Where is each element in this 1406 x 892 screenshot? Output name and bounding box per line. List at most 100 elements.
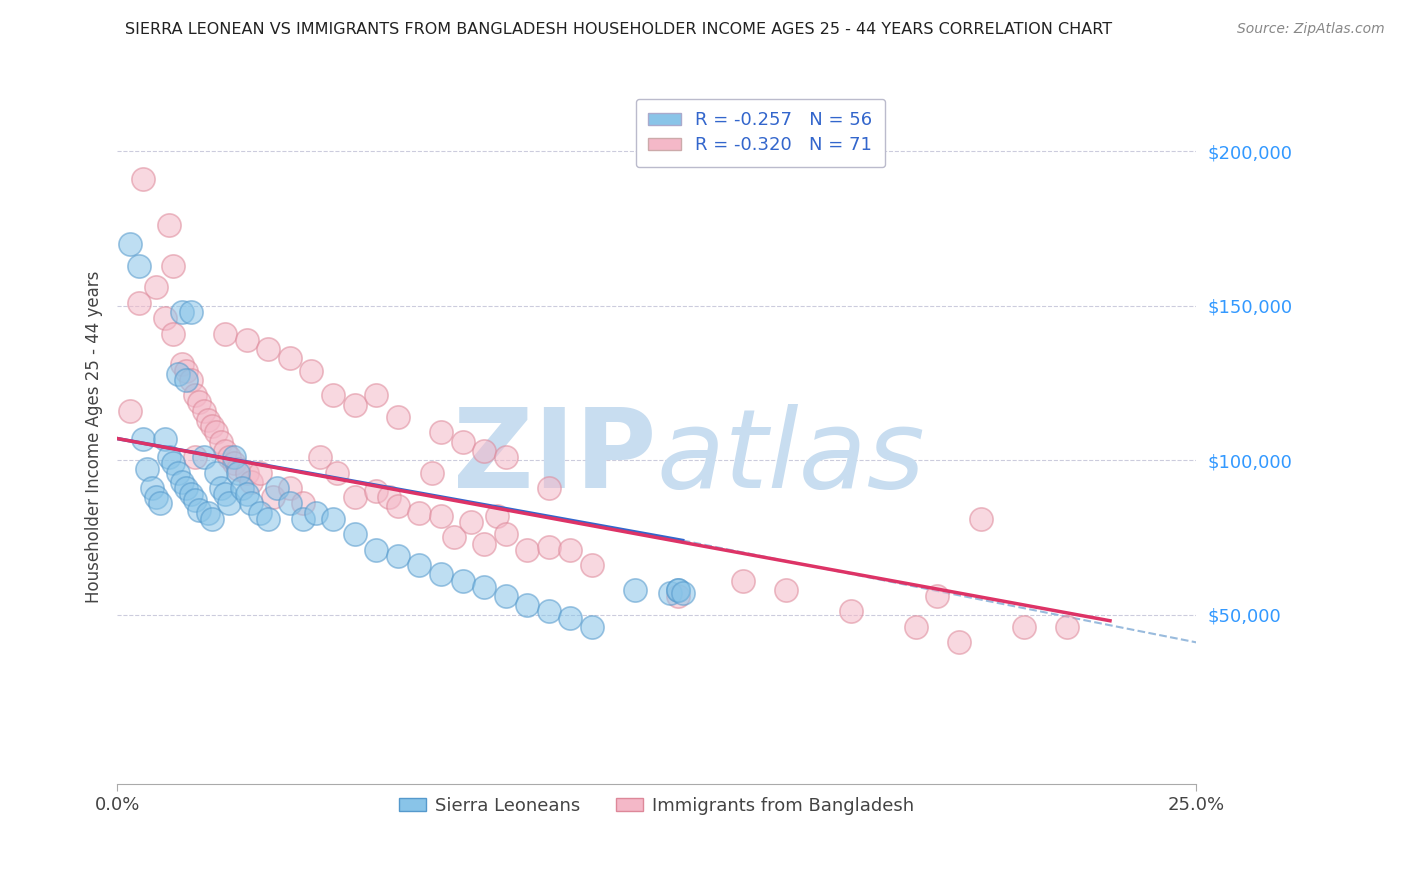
Point	[343, 490, 366, 504]
Point	[658, 586, 681, 600]
Point	[184, 493, 207, 508]
Point	[322, 512, 344, 526]
Point	[235, 487, 257, 501]
Point	[128, 295, 150, 310]
Point	[214, 326, 236, 341]
Point	[666, 589, 689, 603]
Point	[170, 305, 193, 319]
Point	[205, 425, 228, 440]
Point	[1012, 620, 1035, 634]
Point	[560, 610, 582, 624]
Point	[257, 512, 280, 526]
Point	[249, 506, 271, 520]
Point	[927, 589, 949, 603]
Point	[408, 506, 430, 520]
Point	[343, 527, 366, 541]
Point	[145, 490, 167, 504]
Point	[197, 413, 219, 427]
Point	[839, 605, 862, 619]
Point	[387, 500, 409, 514]
Point	[174, 481, 197, 495]
Point	[201, 512, 224, 526]
Point	[378, 490, 401, 504]
Point	[460, 515, 482, 529]
Point	[430, 425, 453, 440]
Point	[581, 558, 603, 573]
Point	[387, 409, 409, 424]
Point	[162, 456, 184, 470]
Point	[472, 580, 495, 594]
Point	[560, 542, 582, 557]
Point	[495, 527, 517, 541]
Point	[420, 466, 443, 480]
Point	[193, 403, 215, 417]
Point	[516, 542, 538, 557]
Point	[120, 237, 142, 252]
Point	[180, 305, 202, 319]
Point	[969, 512, 991, 526]
Point	[366, 484, 388, 499]
Point	[184, 388, 207, 402]
Point	[166, 367, 188, 381]
Point	[672, 586, 695, 600]
Point	[201, 419, 224, 434]
Point	[184, 450, 207, 464]
Point	[128, 259, 150, 273]
Point	[193, 450, 215, 464]
Point	[443, 530, 465, 544]
Point	[495, 450, 517, 464]
Point	[537, 540, 560, 554]
Point	[180, 487, 202, 501]
Point	[132, 432, 155, 446]
Text: ZIP: ZIP	[453, 404, 657, 511]
Point	[733, 574, 755, 588]
Point	[157, 450, 180, 464]
Point	[222, 450, 245, 464]
Point	[136, 462, 159, 476]
Point	[231, 481, 253, 495]
Point	[149, 496, 172, 510]
Point	[218, 496, 240, 510]
Point	[278, 351, 301, 366]
Point	[257, 342, 280, 356]
Point	[222, 456, 245, 470]
Point	[162, 259, 184, 273]
Point	[235, 466, 257, 480]
Point	[209, 434, 232, 449]
Point	[624, 582, 647, 597]
Point	[495, 589, 517, 603]
Point	[430, 567, 453, 582]
Point	[170, 475, 193, 489]
Point	[145, 280, 167, 294]
Point	[472, 444, 495, 458]
Point	[188, 502, 211, 516]
Point	[430, 508, 453, 523]
Point	[301, 363, 323, 377]
Text: SIERRA LEONEAN VS IMMIGRANTS FROM BANGLADESH HOUSEHOLDER INCOME AGES 25 - 44 YEA: SIERRA LEONEAN VS IMMIGRANTS FROM BANGLA…	[125, 22, 1112, 37]
Point	[266, 481, 288, 495]
Point	[291, 512, 314, 526]
Point	[157, 219, 180, 233]
Point	[188, 394, 211, 409]
Y-axis label: Householder Income Ages 25 - 44 years: Householder Income Ages 25 - 44 years	[86, 271, 103, 603]
Point	[153, 432, 176, 446]
Point	[249, 466, 271, 480]
Point	[170, 358, 193, 372]
Text: atlas: atlas	[657, 404, 925, 511]
Point	[326, 466, 349, 480]
Point	[240, 496, 263, 510]
Point	[235, 333, 257, 347]
Point	[291, 496, 314, 510]
Point	[214, 487, 236, 501]
Point	[1056, 620, 1078, 634]
Point	[226, 466, 249, 480]
Point	[387, 549, 409, 563]
Point	[948, 635, 970, 649]
Point	[408, 558, 430, 573]
Point	[205, 466, 228, 480]
Point	[278, 496, 301, 510]
Point	[132, 172, 155, 186]
Point	[240, 475, 263, 489]
Point	[120, 403, 142, 417]
Point	[451, 574, 474, 588]
